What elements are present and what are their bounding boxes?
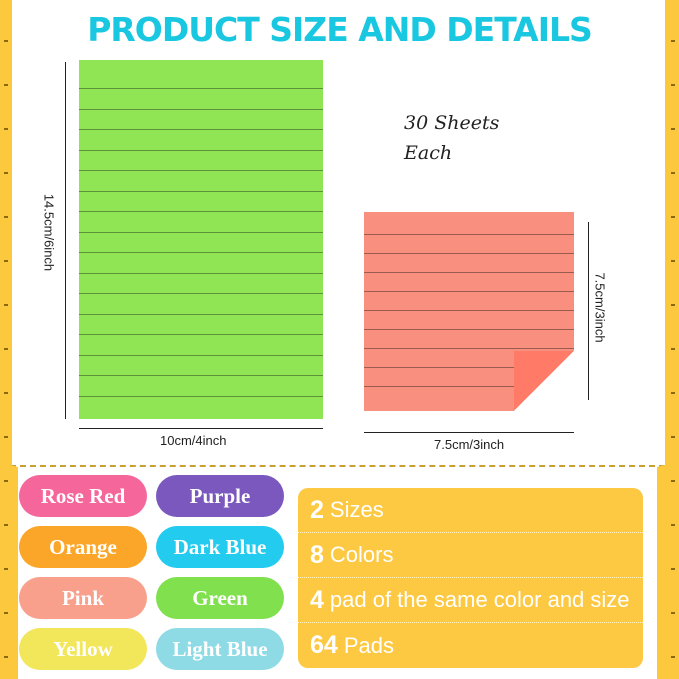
width-arrow xyxy=(364,432,574,433)
ruled-line xyxy=(79,190,323,192)
color-chip: Orange xyxy=(19,526,147,568)
detail-text: Pads xyxy=(343,632,394,658)
ruled-line xyxy=(364,310,574,311)
ruled-line xyxy=(79,211,323,212)
ruled-line xyxy=(79,395,323,397)
large-height-label: 14.5cm/6inch xyxy=(41,193,57,272)
ruled-line xyxy=(364,367,574,368)
detail-number: 2 xyxy=(310,495,324,524)
ruled-line xyxy=(364,253,574,254)
page-title: PRODUCT SIZE AND DETAILS xyxy=(87,10,593,49)
color-chip: Green xyxy=(156,577,284,619)
detail-row: 2 Sizes xyxy=(298,488,643,533)
small-sticky-pad xyxy=(364,212,574,411)
ruled-line xyxy=(79,354,323,356)
detail-number: 8 xyxy=(310,540,324,569)
detail-row: 64 Pads xyxy=(298,623,643,668)
large-sticky-pad xyxy=(79,60,323,419)
ruled-line xyxy=(364,291,574,292)
details-box: 2 Sizes 8 Colors 4 pad of the same color and … xyxy=(298,488,643,668)
right-border xyxy=(665,0,679,679)
ruled-line xyxy=(79,149,323,151)
detail-number: 64 xyxy=(310,631,338,659)
height-arrow xyxy=(588,222,589,400)
ruled-line xyxy=(79,231,323,233)
color-chip: Rose Red xyxy=(19,475,147,517)
ruled-line xyxy=(364,329,574,330)
ruled-line xyxy=(364,272,574,273)
ruled-line xyxy=(364,348,574,349)
width-arrow xyxy=(79,428,323,429)
folded-corner xyxy=(514,351,574,411)
ruled-line xyxy=(364,386,574,387)
ruled-line xyxy=(79,170,323,171)
left-border xyxy=(0,0,12,679)
ruled-line xyxy=(79,272,323,274)
detail-text: Sizes xyxy=(329,497,384,522)
ruled-line xyxy=(79,252,323,253)
color-chip: Pink xyxy=(19,577,147,619)
ruled-line xyxy=(79,375,323,376)
ruled-line xyxy=(79,108,323,110)
color-chip: Dark Blue xyxy=(156,526,284,568)
color-chip: Purple xyxy=(156,475,284,517)
detail-text: Colors xyxy=(329,542,394,567)
large-width-label: 10cm/4inch xyxy=(160,433,227,448)
sheets-note: 30 Sheets Each xyxy=(404,108,499,168)
detail-text: pad of the same color and size xyxy=(329,587,630,612)
color-chip: Yellow xyxy=(19,628,147,670)
note-line1: 30 Sheets xyxy=(404,112,500,134)
ruled-line xyxy=(79,313,323,315)
ruled-line xyxy=(364,234,574,235)
note-line2: Each xyxy=(404,142,453,164)
ruled-line xyxy=(79,334,323,335)
detail-number: 4 xyxy=(310,585,324,614)
detail-row: 8 Colors xyxy=(298,533,643,578)
small-width-label: 7.5cm/3inch xyxy=(434,437,505,452)
color-chip: Light Blue xyxy=(156,628,284,670)
ruled-line xyxy=(79,88,323,89)
ruled-line xyxy=(79,129,323,130)
ruled-line xyxy=(79,293,323,294)
detail-row: 4 pad of the same color and size xyxy=(298,578,643,623)
height-arrow xyxy=(65,62,66,419)
small-height-label: 7.5cm/3inch xyxy=(592,272,608,343)
